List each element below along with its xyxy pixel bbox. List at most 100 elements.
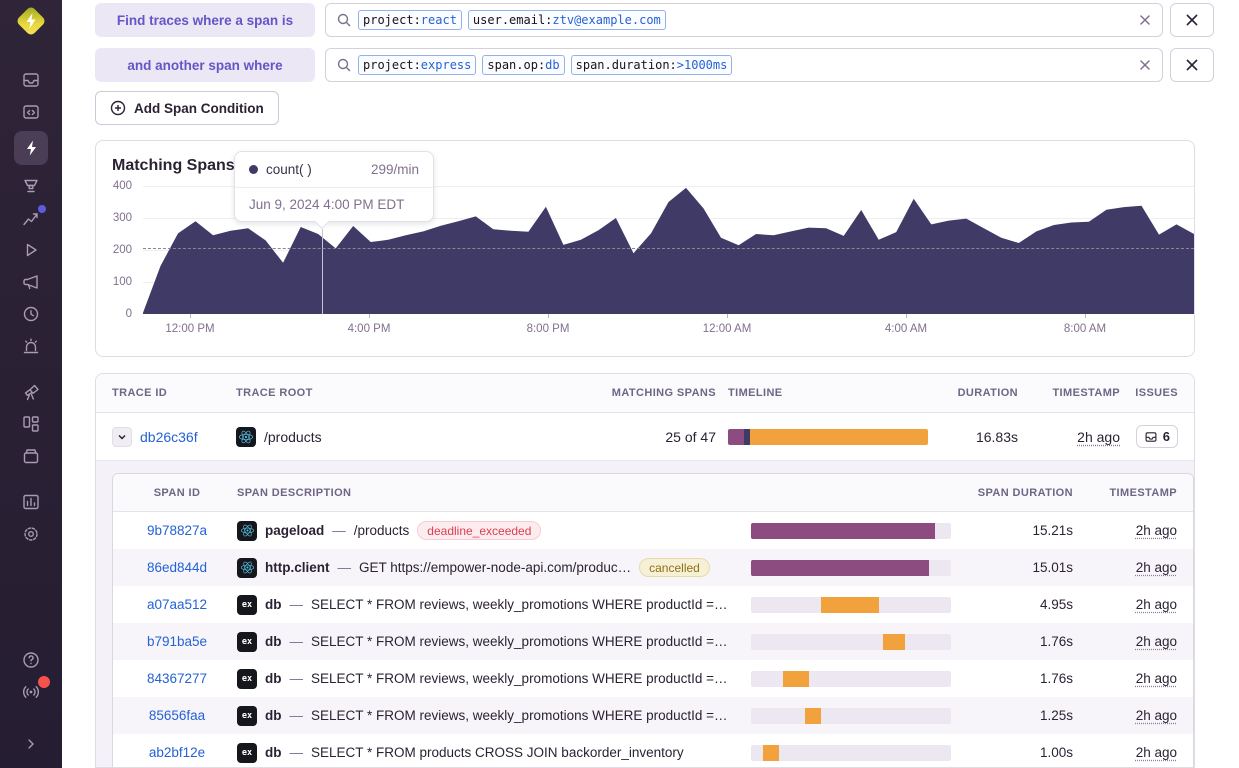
col-span-description: SPAN DESCRIPTION xyxy=(237,486,352,499)
crons-icon xyxy=(23,306,39,322)
span-id-link[interactable]: 84367277 xyxy=(146,671,208,686)
filter-token[interactable]: span.op: db xyxy=(482,55,565,75)
filter-token[interactable]: project: react xyxy=(358,10,462,30)
timeline-segment xyxy=(744,428,750,445)
traces-table: TRACE ID TRACE ROOT MATCHING SPANS TIMEL… xyxy=(95,373,1195,768)
settings-icon xyxy=(24,527,38,541)
filter-token[interactable]: user.email: ztv@example.com xyxy=(467,10,666,30)
sidebar-item-stats[interactable] xyxy=(14,488,48,516)
sidebar-item-alerts[interactable] xyxy=(14,332,48,360)
app-logo[interactable] xyxy=(15,5,47,37)
sidebar-item-traces[interactable] xyxy=(14,131,48,165)
collapse-icon xyxy=(28,739,34,749)
span-id-link[interactable]: a07aa512 xyxy=(146,597,208,612)
col-duration: DURATION xyxy=(957,387,1018,399)
span-timestamp[interactable]: 2h ago xyxy=(1135,560,1177,575)
trace-id-link[interactable]: db26c36f xyxy=(140,428,198,445)
span-duration-bar xyxy=(751,596,951,613)
average-threshold-line xyxy=(143,248,1194,249)
span-id-link[interactable]: b791ba5e xyxy=(146,634,208,649)
close-icon xyxy=(1186,14,1198,26)
trace-timestamp[interactable]: 2h ago xyxy=(1077,428,1120,445)
span-duration: 4.95s xyxy=(1039,597,1073,612)
filter-token[interactable]: span.duration: >1000ms xyxy=(570,55,733,75)
sidebar-item-settings[interactable] xyxy=(14,520,48,548)
express-project-icon: ex xyxy=(237,742,257,763)
issues-count-badge[interactable]: 6 xyxy=(1135,425,1178,448)
span-id-link[interactable]: 86ed844d xyxy=(146,560,208,575)
sidebar-item-replays[interactable] xyxy=(14,236,48,264)
span-timestamp[interactable]: 2h ago xyxy=(1135,745,1177,760)
span-row: 84367277 ex db — SELECT * FROM reviews, … xyxy=(113,660,1193,697)
span-timestamp[interactable]: 2h ago xyxy=(1135,634,1177,649)
tooltip-series-label: count( ) xyxy=(266,162,312,177)
sidebar-item-help[interactable] xyxy=(14,646,48,674)
spans-subtable: SPAN ID SPAN DESCRIPTION SPAN DURATION T… xyxy=(112,473,1194,767)
traces-table-header: TRACE ID TRACE ROOT MATCHING SPANS TIMEL… xyxy=(96,374,1194,413)
col-issues: ISSUES xyxy=(1135,387,1178,399)
sidebar-item-issues[interactable] xyxy=(14,66,48,94)
span-duration: 1.76s xyxy=(1039,671,1073,686)
span-duration-bar xyxy=(751,522,951,539)
x-tick: 8:00 PM xyxy=(526,323,570,335)
sidebar-item-whats-new[interactable] xyxy=(14,676,50,706)
delete-condition-1-button[interactable] xyxy=(1170,3,1214,37)
filter-token[interactable]: project: express xyxy=(358,55,477,75)
add-span-condition-button[interactable]: Add Span Condition xyxy=(95,91,279,125)
search-icon xyxy=(337,58,351,72)
sidebar-item-projects[interactable] xyxy=(14,98,48,126)
span-timestamp[interactable]: 2h ago xyxy=(1135,523,1177,538)
span-row: 85656faa ex db — SELECT * FROM reviews, … xyxy=(113,697,1193,734)
chart-tooltip: count( ) 299/min Jun 9, 2024 4:00 PM EDT xyxy=(234,151,434,230)
span-duration-bar xyxy=(751,744,951,761)
clear-search-icon[interactable] xyxy=(1138,13,1152,27)
collapse-trace-button[interactable] xyxy=(112,426,132,447)
span-search-input-2[interactable]: project: express span.op: db span.duration… xyxy=(325,48,1163,82)
y-tick: 300 xyxy=(112,212,132,224)
sidebar-item-profiling[interactable] xyxy=(14,172,48,200)
express-project-icon: ex xyxy=(237,594,257,615)
issues-icon xyxy=(1145,431,1157,442)
span-description: SELECT * FROM reviews, weekly_promotions… xyxy=(311,634,728,649)
x-tick: 4:00 AM xyxy=(884,323,928,335)
sidebar-item-crons[interactable] xyxy=(14,300,48,328)
feedback-icon xyxy=(23,275,38,290)
clear-search-icon[interactable] xyxy=(1138,58,1152,72)
y-tick: 100 xyxy=(112,276,132,288)
span-id-link[interactable]: ab2bf12e xyxy=(148,745,206,760)
sidebar-item-releases[interactable] xyxy=(14,442,48,470)
delete-condition-2-button[interactable] xyxy=(1170,48,1214,82)
span-duration: 15.01s xyxy=(1032,560,1073,575)
traces-icon xyxy=(27,140,36,156)
span-id-link[interactable]: 9b78827a xyxy=(146,523,208,538)
add-circle-icon xyxy=(110,100,126,116)
span-status-badge: cancelled xyxy=(639,558,710,577)
metrics-new-badge xyxy=(38,205,46,213)
sidebar-item-discover[interactable] xyxy=(14,378,48,406)
query-row-2-label: and another span where xyxy=(95,48,315,82)
span-search-input-1[interactable]: project: react user.email: ztv@example.com xyxy=(325,3,1163,37)
sidebar-item-dashboards[interactable] xyxy=(14,410,48,438)
span-description: SELECT * FROM reviews, weekly_promotions… xyxy=(311,671,728,686)
chart-plot-area[interactable]: 12:00 PM 4:00 PM 8:00 PM 12:00 AM 4:00 A… xyxy=(143,186,1194,335)
chart-crosshair xyxy=(322,229,323,314)
span-timestamp[interactable]: 2h ago xyxy=(1135,597,1177,612)
y-tick: 200 xyxy=(112,244,132,256)
span-description: /products xyxy=(353,523,410,538)
discover-icon xyxy=(24,384,39,401)
span-timestamp[interactable]: 2h ago xyxy=(1135,708,1177,723)
col-timestamp: TIMESTAMP xyxy=(1052,387,1120,399)
span-timestamp[interactable]: 2h ago xyxy=(1135,671,1177,686)
span-id-link[interactable]: 85656faa xyxy=(148,708,206,723)
span-duration-bar xyxy=(751,707,951,724)
sidebar-collapse-button[interactable] xyxy=(14,730,48,758)
span-op: db xyxy=(265,745,282,760)
projects-icon xyxy=(23,105,39,119)
whats-new-icon xyxy=(22,686,40,698)
col-trace-root: TRACE ROOT xyxy=(236,387,313,399)
span-description: SELECT * FROM reviews, weekly_promotions… xyxy=(311,708,728,723)
sidebar-item-metrics[interactable] xyxy=(14,204,48,232)
sidebar-item-feedback[interactable] xyxy=(14,268,48,296)
span-status-badge: deadline_exceeded xyxy=(417,521,542,540)
col-trace-id: TRACE ID xyxy=(112,387,168,399)
